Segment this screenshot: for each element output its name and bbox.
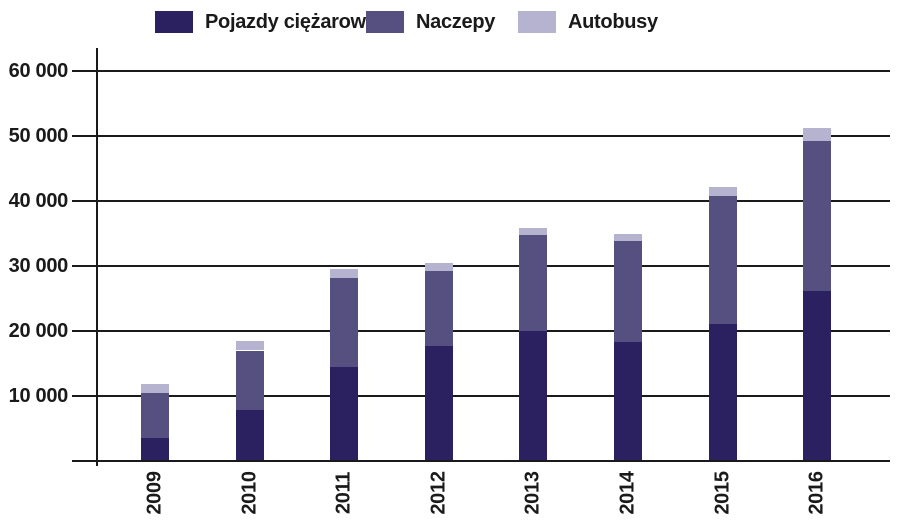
bar-segment-2011-naczepy xyxy=(330,277,359,367)
bar-segment-2014-autobusy xyxy=(614,233,642,241)
bar-segment-2015-autobusy xyxy=(708,186,737,196)
x-axis-tick-label: 2009 xyxy=(143,471,166,515)
y-axis-tick-label: 50 000 xyxy=(8,125,69,147)
x-axis-tick-label: 2012 xyxy=(427,471,450,515)
bar-segment-2013-naczepy xyxy=(519,235,548,331)
bar-segment-2014-naczepy xyxy=(614,240,642,343)
bar-segment-2009-naczepy xyxy=(141,393,169,439)
x-axis-tick-label: 2014 xyxy=(616,471,639,515)
x-axis-tick-label: 2016 xyxy=(805,471,828,515)
bar-segment-2010-pojazdy-ciężarowe xyxy=(235,410,264,461)
x-axis-tick-label: 2015 xyxy=(711,471,734,515)
gridline-20000 xyxy=(72,330,890,332)
legend-item-naczepy: Naczepy xyxy=(366,9,495,35)
y-axis-tick-label: 10 000 xyxy=(8,385,69,407)
legend-swatch-naczepy xyxy=(366,11,404,33)
gridline-60000 xyxy=(72,70,890,72)
bar-segment-2012-naczepy xyxy=(424,270,453,346)
legend-swatch-autobusy xyxy=(518,11,556,33)
legend-item-pojazdy-ciezarowe: Pojazdy ciężarowe xyxy=(155,9,377,35)
gridline-10000 xyxy=(72,395,890,397)
bar-segment-2009-autobusy xyxy=(141,383,169,394)
bar-segment-2015-naczepy xyxy=(708,195,737,324)
bar-segment-2015-pojazdy-ciężarowe xyxy=(708,323,737,461)
bar-segment-2012-pojazdy-ciężarowe xyxy=(424,345,453,461)
bar-segment-2016-autobusy xyxy=(803,128,832,142)
x-axis-tick-label: 2013 xyxy=(521,471,544,515)
legend-label-autobusy: Autobusy xyxy=(568,10,658,33)
y-axis-line xyxy=(96,48,98,466)
legend-item-autobusy: Autobusy xyxy=(518,9,658,35)
x-axis-tick-label: 2011 xyxy=(332,471,355,515)
y-axis-tick-label: 20 000 xyxy=(8,320,69,342)
legend-label-pojazdy-ciezarowe: Pojazdy ciężarowe xyxy=(205,10,377,33)
y-axis-tick-label: 60 000 xyxy=(8,60,69,82)
gridline-30000 xyxy=(72,265,890,267)
bar-segment-2010-autobusy xyxy=(235,341,264,351)
y-axis-tick-label: 30 000 xyxy=(8,255,69,277)
bar-segment-2011-autobusy xyxy=(330,269,359,278)
bar-segment-2016-pojazdy-ciężarowe xyxy=(803,291,832,461)
bar-segment-2009-pojazdy-ciężarowe xyxy=(141,438,169,461)
bar-segment-2012-autobusy xyxy=(424,262,453,271)
y-axis-tick-label: 40 000 xyxy=(8,190,69,212)
x-axis-tick-label: 2010 xyxy=(238,471,261,515)
legend-label-naczepy: Naczepy xyxy=(416,10,496,33)
gridline-40000 xyxy=(72,200,890,202)
legend-swatch-pojazdy-ciezarowe xyxy=(155,11,193,33)
bar-segment-2014-pojazdy-ciężarowe xyxy=(614,342,642,461)
bar-segment-2016-naczepy xyxy=(803,141,832,292)
gridline-50000 xyxy=(72,135,890,137)
bar-segment-2013-autobusy xyxy=(519,227,548,236)
x-axis-line xyxy=(72,460,890,462)
bar-segment-2013-pojazdy-ciężarowe xyxy=(519,331,548,461)
bar-segment-2010-naczepy xyxy=(235,350,264,411)
bar-segment-2011-pojazdy-ciężarowe xyxy=(330,366,359,461)
